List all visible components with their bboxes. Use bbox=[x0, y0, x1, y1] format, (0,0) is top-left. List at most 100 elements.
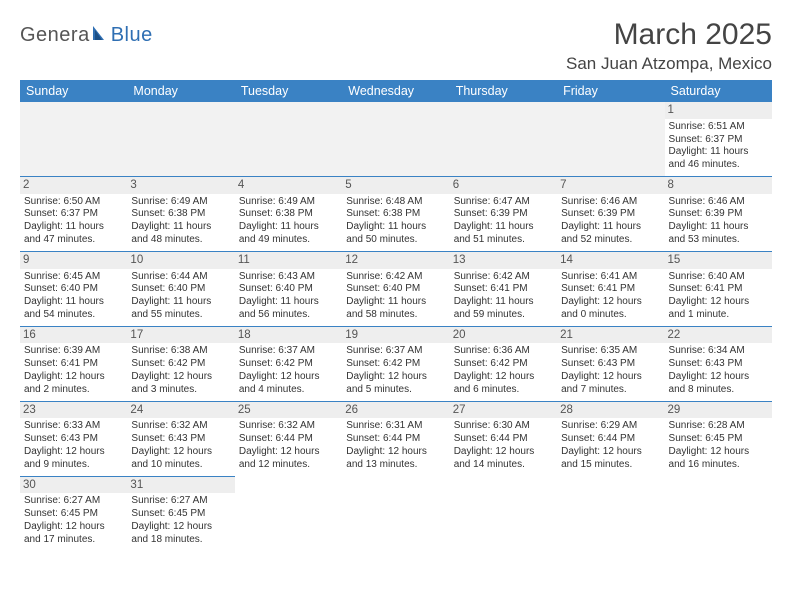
daylight-text: and 50 minutes. bbox=[346, 234, 445, 247]
weekday-header: Saturday bbox=[665, 80, 772, 102]
day-number: 29 bbox=[665, 402, 772, 419]
day-number: 31 bbox=[127, 477, 234, 494]
calendar-cell: 13Sunrise: 6:42 AMSunset: 6:41 PMDayligh… bbox=[450, 251, 557, 326]
day-number: 19 bbox=[342, 327, 449, 344]
sunset-text: Sunset: 6:43 PM bbox=[561, 358, 660, 371]
calendar-cell: 19Sunrise: 6:37 AMSunset: 6:42 PMDayligh… bbox=[342, 326, 449, 401]
daylight-text: and 17 minutes. bbox=[24, 534, 123, 547]
day-number: 30 bbox=[20, 477, 127, 494]
sunrise-text: Sunrise: 6:37 AM bbox=[346, 345, 445, 358]
day-number: 7 bbox=[557, 177, 664, 194]
daylight-text: Daylight: 11 hours bbox=[131, 296, 230, 309]
sunrise-text: Sunrise: 6:41 AM bbox=[561, 271, 660, 284]
calendar-cell: 2Sunrise: 6:50 AMSunset: 6:37 PMDaylight… bbox=[20, 176, 127, 251]
calendar-cell bbox=[127, 102, 234, 176]
daylight-text: Daylight: 12 hours bbox=[561, 446, 660, 459]
calendar-cell bbox=[557, 102, 664, 176]
daylight-text: Daylight: 11 hours bbox=[561, 221, 660, 234]
day-number: 23 bbox=[20, 402, 127, 419]
day-number: 6 bbox=[450, 177, 557, 194]
sunset-text: Sunset: 6:40 PM bbox=[131, 283, 230, 296]
sunset-text: Sunset: 6:38 PM bbox=[239, 208, 338, 221]
calendar-cell: 18Sunrise: 6:37 AMSunset: 6:42 PMDayligh… bbox=[235, 326, 342, 401]
daylight-text: and 49 minutes. bbox=[239, 234, 338, 247]
daylight-text: Daylight: 12 hours bbox=[131, 371, 230, 384]
daylight-text: and 1 minute. bbox=[669, 309, 768, 322]
daylight-text: and 52 minutes. bbox=[561, 234, 660, 247]
daylight-text: and 16 minutes. bbox=[669, 459, 768, 472]
day-number: 22 bbox=[665, 327, 772, 344]
daylight-text: and 7 minutes. bbox=[561, 384, 660, 397]
sunrise-text: Sunrise: 6:29 AM bbox=[561, 420, 660, 433]
daylight-text: Daylight: 12 hours bbox=[131, 446, 230, 459]
daylight-text: Daylight: 12 hours bbox=[561, 371, 660, 384]
location-label: San Juan Atzompa, Mexico bbox=[566, 54, 772, 74]
daylight-text: Daylight: 11 hours bbox=[669, 146, 768, 159]
calendar-cell: 10Sunrise: 6:44 AMSunset: 6:40 PMDayligh… bbox=[127, 251, 234, 326]
sunset-text: Sunset: 6:42 PM bbox=[239, 358, 338, 371]
weekday-header: Thursday bbox=[450, 80, 557, 102]
sunrise-text: Sunrise: 6:27 AM bbox=[24, 495, 123, 508]
daylight-text: and 9 minutes. bbox=[24, 459, 123, 472]
day-number: 26 bbox=[342, 402, 449, 419]
day-number: 8 bbox=[665, 177, 772, 194]
calendar-cell bbox=[235, 476, 342, 550]
daylight-text: Daylight: 12 hours bbox=[239, 371, 338, 384]
day-number: 14 bbox=[557, 252, 664, 269]
calendar-cell: 17Sunrise: 6:38 AMSunset: 6:42 PMDayligh… bbox=[127, 326, 234, 401]
day-number: 16 bbox=[20, 327, 127, 344]
calendar-cell: 21Sunrise: 6:35 AMSunset: 6:43 PMDayligh… bbox=[557, 326, 664, 401]
day-number: 9 bbox=[20, 252, 127, 269]
sunset-text: Sunset: 6:41 PM bbox=[454, 283, 553, 296]
day-number: 12 bbox=[342, 252, 449, 269]
sunset-text: Sunset: 6:39 PM bbox=[669, 208, 768, 221]
daylight-text: Daylight: 12 hours bbox=[24, 446, 123, 459]
sunset-text: Sunset: 6:41 PM bbox=[669, 283, 768, 296]
sunrise-text: Sunrise: 6:42 AM bbox=[454, 271, 553, 284]
sunrise-text: Sunrise: 6:49 AM bbox=[239, 196, 338, 209]
sunset-text: Sunset: 6:39 PM bbox=[454, 208, 553, 221]
day-number: 2 bbox=[20, 177, 127, 194]
sunrise-text: Sunrise: 6:35 AM bbox=[561, 345, 660, 358]
calendar-cell: 25Sunrise: 6:32 AMSunset: 6:44 PMDayligh… bbox=[235, 401, 342, 476]
day-number: 24 bbox=[127, 402, 234, 419]
daylight-text: Daylight: 11 hours bbox=[239, 221, 338, 234]
calendar-cell: 7Sunrise: 6:46 AMSunset: 6:39 PMDaylight… bbox=[557, 176, 664, 251]
daylight-text: and 54 minutes. bbox=[24, 309, 123, 322]
daylight-text: Daylight: 12 hours bbox=[346, 446, 445, 459]
daylight-text: and 58 minutes. bbox=[346, 309, 445, 322]
sunset-text: Sunset: 6:43 PM bbox=[24, 433, 123, 446]
weekday-header: Sunday bbox=[20, 80, 127, 102]
daylight-text: Daylight: 12 hours bbox=[24, 371, 123, 384]
day-number: 3 bbox=[127, 177, 234, 194]
sunset-text: Sunset: 6:42 PM bbox=[346, 358, 445, 371]
sunrise-text: Sunrise: 6:43 AM bbox=[239, 271, 338, 284]
day-number: 20 bbox=[450, 327, 557, 344]
calendar-cell: 30Sunrise: 6:27 AMSunset: 6:45 PMDayligh… bbox=[20, 476, 127, 550]
calendar-cell: 23Sunrise: 6:33 AMSunset: 6:43 PMDayligh… bbox=[20, 401, 127, 476]
calendar-cell: 20Sunrise: 6:36 AMSunset: 6:42 PMDayligh… bbox=[450, 326, 557, 401]
daylight-text: and 13 minutes. bbox=[346, 459, 445, 472]
calendar-cell bbox=[557, 476, 664, 550]
daylight-text: Daylight: 12 hours bbox=[454, 371, 553, 384]
sunset-text: Sunset: 6:39 PM bbox=[561, 208, 660, 221]
calendar-cell: 26Sunrise: 6:31 AMSunset: 6:44 PMDayligh… bbox=[342, 401, 449, 476]
calendar-cell bbox=[665, 476, 772, 550]
calendar-cell bbox=[342, 102, 449, 176]
daylight-text: and 56 minutes. bbox=[239, 309, 338, 322]
calendar-cell: 31Sunrise: 6:27 AMSunset: 6:45 PMDayligh… bbox=[127, 476, 234, 550]
sunset-text: Sunset: 6:44 PM bbox=[561, 433, 660, 446]
daylight-text: and 48 minutes. bbox=[131, 234, 230, 247]
calendar-cell: 8Sunrise: 6:46 AMSunset: 6:39 PMDaylight… bbox=[665, 176, 772, 251]
day-number: 15 bbox=[665, 252, 772, 269]
sunrise-text: Sunrise: 6:51 AM bbox=[669, 121, 768, 134]
daylight-text: and 15 minutes. bbox=[561, 459, 660, 472]
day-number: 10 bbox=[127, 252, 234, 269]
sunset-text: Sunset: 6:40 PM bbox=[346, 283, 445, 296]
sunrise-text: Sunrise: 6:32 AM bbox=[239, 420, 338, 433]
calendar-cell bbox=[342, 476, 449, 550]
daylight-text: Daylight: 12 hours bbox=[131, 521, 230, 534]
sunset-text: Sunset: 6:44 PM bbox=[239, 433, 338, 446]
calendar-cell bbox=[20, 102, 127, 176]
sunrise-text: Sunrise: 6:46 AM bbox=[669, 196, 768, 209]
